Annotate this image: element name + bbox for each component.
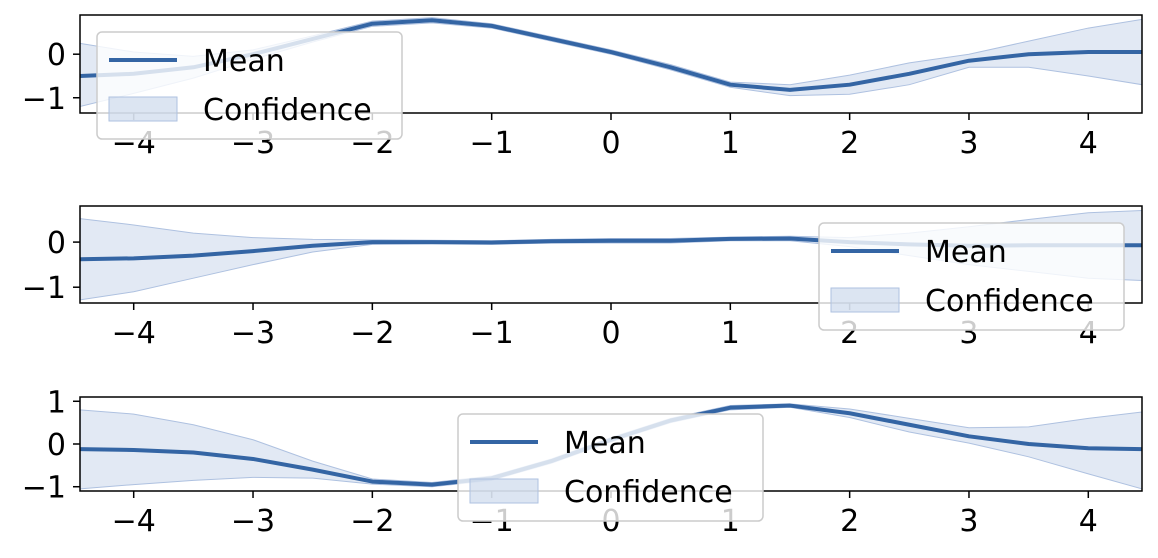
legend: Mean Confidence (457, 413, 764, 522)
x-tick-label: −4 (112, 316, 156, 351)
y-tick-label: 0 (47, 428, 66, 463)
legend: Mean Confidence (96, 31, 403, 140)
x-tick-label: 0 (601, 316, 620, 351)
confidence-band (80, 403, 1142, 490)
y-tick-label: 1 (47, 385, 66, 420)
x-tick-label: −2 (350, 504, 394, 539)
x-tick-label: 2 (840, 126, 859, 161)
x-tick-label: 4 (1079, 504, 1098, 539)
panels: −4 −3 −2 −1 0 1 2 3 4 0 −1 Mean Confidence −4 −3 −2 −1 0 1… (22, 14, 1143, 539)
x-tick-label: 0 (601, 126, 620, 161)
x-tick-label: −4 (112, 504, 156, 539)
x-tick-label: −1 (470, 316, 514, 351)
x-tick-label: 1 (721, 126, 740, 161)
x-tick-label: 1 (721, 316, 740, 351)
y-tick-label: −1 (22, 471, 66, 506)
y-tick-label: 0 (47, 226, 66, 261)
legend-mean-label: Mean (203, 44, 285, 79)
legend-mean-label: Mean (564, 426, 646, 461)
confidence-band (80, 17, 1142, 107)
y-tick-label: 0 (47, 38, 66, 73)
legend-confidence-label: Confidence (564, 475, 733, 510)
x-tick-label: −1 (470, 126, 514, 161)
x-tick-label: 4 (1079, 126, 1098, 161)
x-tick-label: 3 (959, 504, 978, 539)
x-tick-label: −3 (231, 504, 275, 539)
legend: Mean Confidence (818, 222, 1125, 331)
legend-confidence-label: Confidence (925, 284, 1094, 319)
y-tick-label: −1 (22, 82, 66, 117)
x-tick-label: 3 (959, 126, 978, 161)
x-tick-label: −3 (231, 316, 275, 351)
legend-confidence-swatch (108, 96, 178, 122)
legend-confidence-swatch (469, 478, 539, 504)
y-tick-label: −1 (22, 271, 66, 306)
legend-confidence-swatch (830, 287, 900, 313)
legend-mean-label: Mean (925, 235, 1007, 270)
legend-confidence-label: Confidence (203, 93, 372, 128)
x-tick-label: 2 (840, 504, 859, 539)
x-tick-label: −2 (350, 316, 394, 351)
